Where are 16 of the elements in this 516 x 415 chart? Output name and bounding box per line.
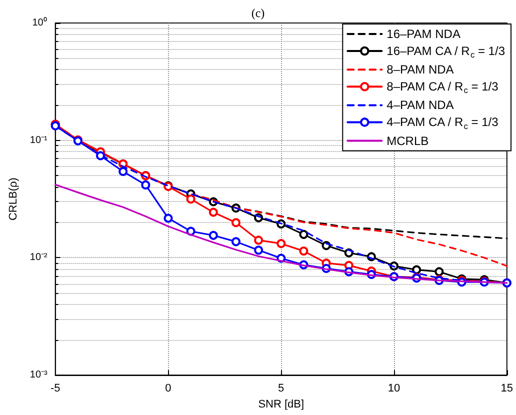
legend-label: 8–PAM NDA bbox=[386, 62, 454, 77]
x-axis-title: SNR [dB] bbox=[258, 398, 304, 410]
x-tick-label: 10 bbox=[388, 382, 400, 395]
legend-label: MCRLB bbox=[386, 134, 429, 148]
x-tick-label: 0 bbox=[165, 382, 172, 395]
x-tick-label: 5 bbox=[278, 382, 284, 395]
y-axis-title: CRLB(ρ) bbox=[8, 178, 20, 221]
y-tick-label: 10⁻² bbox=[30, 252, 48, 264]
x-tick-label: -5 bbox=[50, 382, 60, 395]
legend-label: 4–PAM NDA bbox=[386, 98, 454, 112]
legend-label: 16–PAM NDA bbox=[386, 27, 460, 41]
y-tick-label: 10⁰ bbox=[32, 16, 48, 28]
x-tick-label: 15 bbox=[500, 382, 514, 395]
chart-title: (c) bbox=[251, 6, 265, 20]
y-tick-label: 10⁻³ bbox=[30, 370, 48, 381]
y-tick-label: 10⁻¹ bbox=[30, 134, 48, 146]
